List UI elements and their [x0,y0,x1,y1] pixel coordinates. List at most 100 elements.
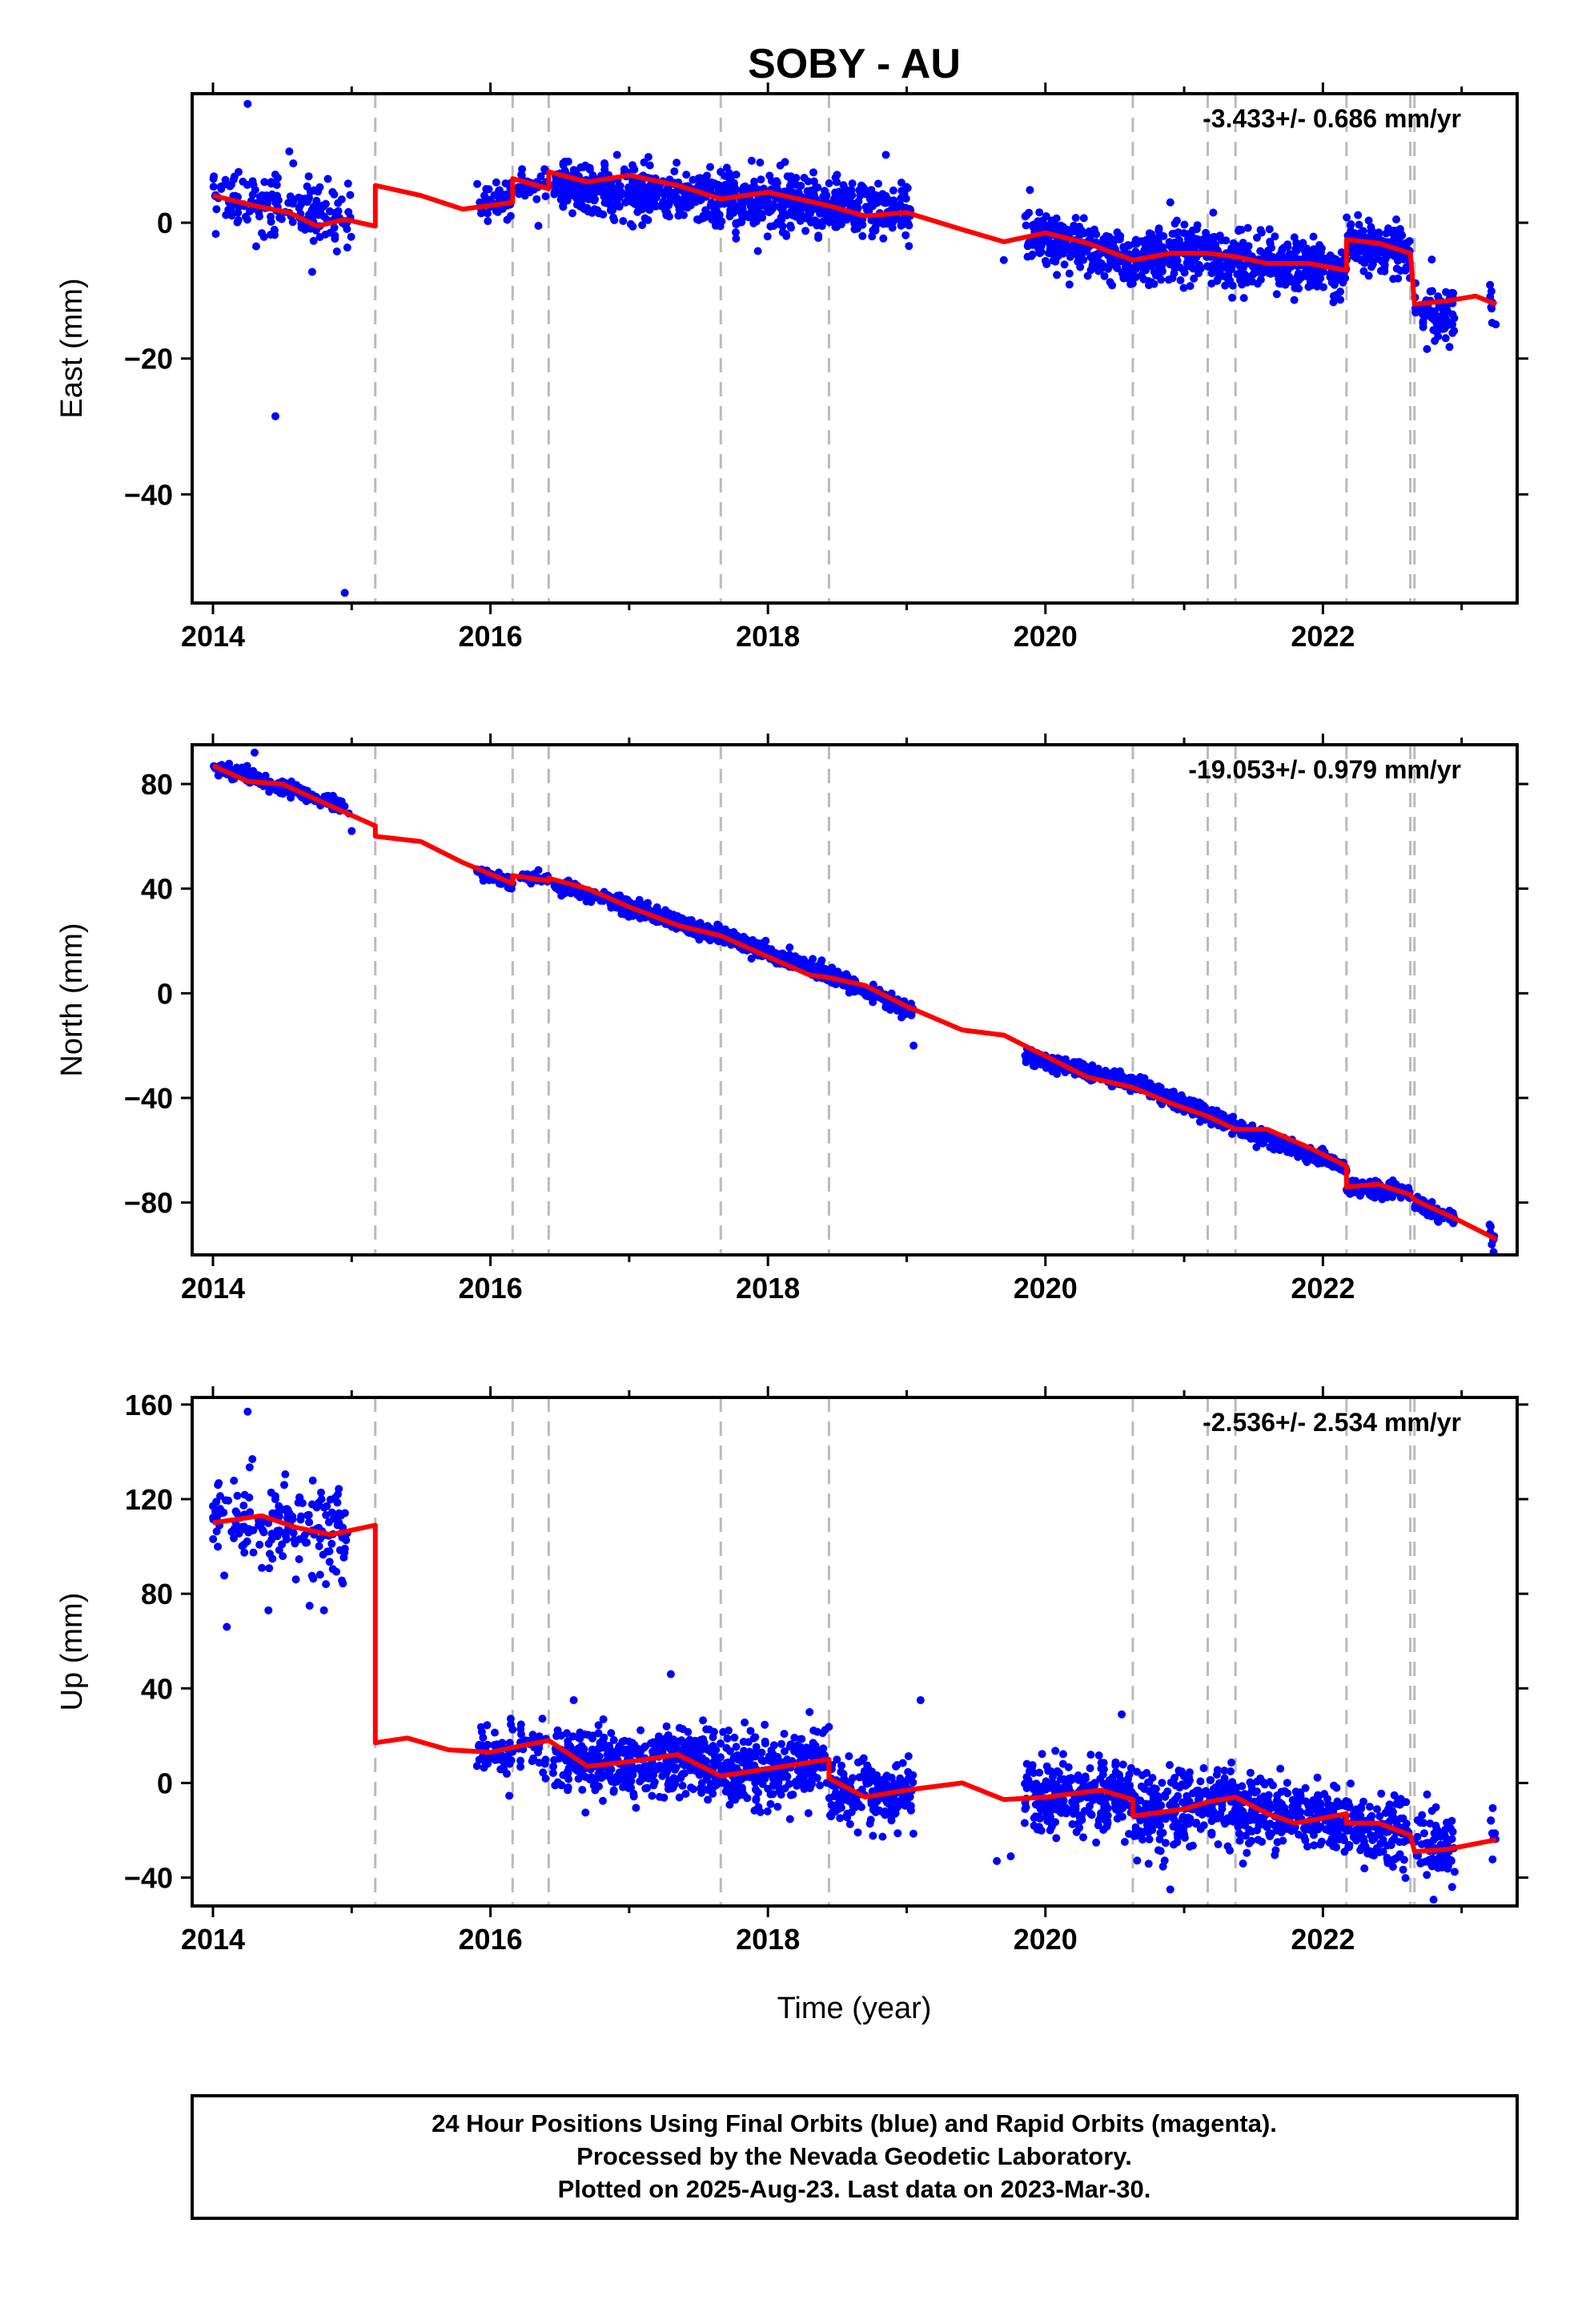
data-point [514,183,523,191]
data-point [897,194,906,203]
data-point [762,944,771,953]
data-point [901,231,910,239]
data-point [275,213,284,222]
data-point [1076,1062,1085,1071]
data-point [332,1567,341,1576]
data-point [753,207,762,215]
data-point [1184,260,1193,269]
data-point [1239,294,1248,303]
data-point [1053,271,1062,279]
data-point [1326,251,1335,259]
data-point [1157,275,1166,284]
data-point [270,226,279,235]
data-point [1347,220,1355,228]
data-point [1380,260,1389,269]
data-point [749,217,758,226]
data-point [309,236,318,245]
data-point [855,186,864,195]
data-point [675,1793,684,1802]
data-point [211,230,220,239]
data-point [831,194,840,203]
data-point [344,207,353,216]
data-point [599,1796,607,1805]
north-x-tick-label: 2014 [181,1272,245,1305]
data-point [809,168,817,177]
data-point [1221,281,1230,290]
data-point [477,1727,486,1736]
data-point [1380,267,1389,275]
data-point [541,1774,550,1783]
data-point [267,179,275,188]
data-point [516,1756,525,1765]
data-point [1303,244,1311,253]
data-point [557,1781,566,1790]
data-point [221,175,230,184]
data-point [319,201,328,210]
data-point [1265,267,1274,275]
data-point [1331,277,1340,286]
data-point [753,247,762,255]
data-point [661,207,670,215]
data-point [644,215,652,224]
data-point [1207,269,1216,278]
north-x-tick-label: 2018 [736,1272,800,1305]
data-point [307,1571,316,1580]
data-point [516,1763,525,1771]
data-point [1315,268,1324,277]
data-point [1315,241,1324,249]
data-point [322,1580,331,1589]
data-point [282,1532,290,1540]
data-point [706,201,715,210]
data-point [1114,1069,1123,1078]
data-point [291,1575,300,1584]
data-point [1228,293,1236,302]
data-point [706,936,715,945]
data-point [1150,259,1158,268]
data-point [267,217,275,226]
data-point [500,1765,508,1774]
data-point [259,1526,267,1534]
data-point [1143,237,1152,246]
data-point [1021,212,1030,221]
data-point [1151,239,1159,247]
data-point [804,177,813,186]
data-point [484,185,493,194]
data-point [574,1775,583,1783]
data-point [840,199,849,207]
data-point [556,887,564,895]
data-point [1159,256,1167,265]
data-point [245,207,254,215]
data-point [1037,241,1046,250]
data-point [1243,275,1252,284]
data-point [1190,274,1199,283]
data-point [1396,267,1405,275]
outlier-point [285,147,294,156]
data-point [796,208,805,217]
data-point [323,1502,331,1510]
data-point [289,1529,298,1538]
data-point [792,201,801,210]
data-point [1051,257,1060,266]
data-point [684,1727,693,1736]
data-point [324,1518,333,1526]
data-point [810,191,818,200]
data-point [499,193,508,202]
data-point [674,211,683,220]
data-point [335,797,344,806]
data-point [1176,276,1185,284]
data-point [1492,320,1500,329]
data-point [1354,211,1363,219]
north-y-tick-label: 40 [141,873,173,906]
data-point [1441,334,1450,343]
data-point [1284,1147,1293,1155]
data-point [1034,217,1042,226]
data-point [1138,1081,1147,1090]
data-point [255,1518,263,1526]
data-point [567,191,576,199]
data-point [669,188,678,197]
data-point [1022,221,1030,230]
data-point [722,163,731,172]
data-point [339,1553,348,1562]
data-point [230,1476,239,1485]
